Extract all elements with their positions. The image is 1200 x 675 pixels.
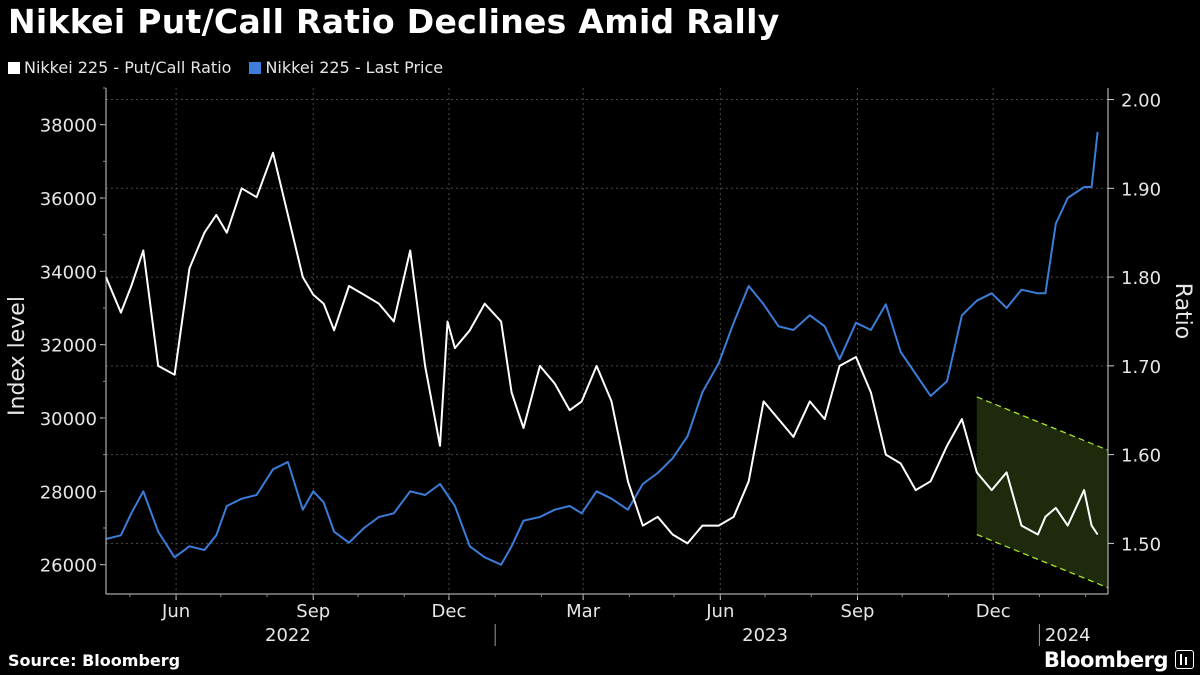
- legend-item-ratio: Nikkei 225 - Put/Call Ratio: [8, 58, 231, 77]
- x-year-label: 2022: [265, 625, 311, 646]
- left-tick-label: 38000: [40, 116, 97, 137]
- chart-icon: [1175, 650, 1194, 669]
- source-note: Source: Bloomberg: [8, 651, 181, 670]
- left-tick-label: 30000: [40, 409, 97, 430]
- channel-lower-line: [976, 533, 1109, 589]
- left-axis-title: Index level: [5, 296, 30, 416]
- left-tick-label: 28000: [40, 482, 97, 503]
- x-year-label: 2024: [1045, 625, 1091, 646]
- right-tick-label: 2.00: [1121, 91, 1161, 112]
- channel-fill: [976, 396, 1108, 588]
- left-tick-label: 34000: [40, 262, 97, 283]
- right-tick-label: 1.70: [1121, 357, 1161, 378]
- x-year-label: 2023: [742, 625, 788, 646]
- series-line-last-price: [105, 131, 1099, 566]
- left-tick-label: 36000: [40, 189, 97, 210]
- x-tick-label: Sep: [841, 601, 875, 622]
- x-tick-label: Jun: [161, 601, 190, 622]
- channel-upper-line: [976, 396, 1109, 451]
- legend: Nikkei 225 - Put/Call Ratio Nikkei 225 -…: [8, 58, 443, 77]
- x-tick-label: Dec: [976, 601, 1011, 622]
- brand-logo: Bloomberg: [1043, 648, 1169, 672]
- series-group: [105, 131, 1099, 566]
- x-tick-label: Jun: [705, 601, 734, 622]
- x-tick-label: Sep: [296, 601, 330, 622]
- legend-item-price: Nikkei 225 - Last Price: [249, 58, 443, 77]
- legend-swatch-ratio: [8, 61, 20, 74]
- legend-label-ratio: Nikkei 225 - Put/Call Ratio: [24, 58, 232, 77]
- x-tick-label: Mar: [566, 601, 601, 622]
- axes: 26000 28000 30000 32000 34000 36000 38000 1.50 1…: [5, 87, 1195, 646]
- left-tick-label: 32000: [40, 336, 97, 357]
- legend-swatch-price: [249, 61, 262, 74]
- series-line-put-call-ratio: [105, 151, 1099, 545]
- left-tick-label: 26000: [40, 556, 97, 577]
- right-axis-title: Ratio: [1170, 283, 1195, 339]
- grid: [106, 88, 1108, 594]
- chart-title: Nikkei Put/Call Ratio Declines Amid Rall…: [8, 2, 780, 41]
- right-tick-label: 1.50: [1121, 534, 1161, 555]
- legend-label-price: Nikkei 225 - Last Price: [265, 58, 444, 77]
- right-tick-label: 1.60: [1121, 446, 1161, 467]
- right-tick-label: 1.90: [1121, 179, 1161, 200]
- highlight-channel: [976, 396, 1109, 589]
- right-tick-label: 1.80: [1121, 268, 1161, 289]
- x-tick-label: Dec: [432, 601, 467, 622]
